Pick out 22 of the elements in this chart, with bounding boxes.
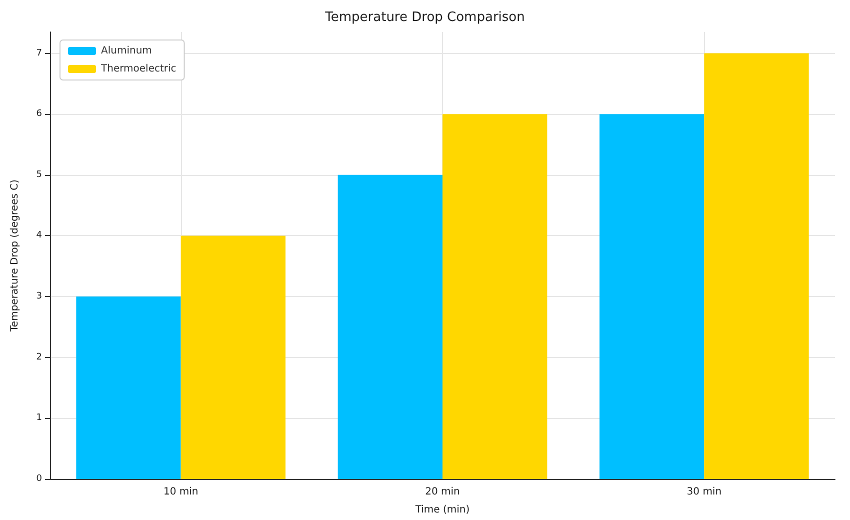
y-tick-label: 3 — [36, 292, 42, 302]
bar — [442, 114, 548, 479]
x-tick-label: 10 min — [163, 486, 198, 498]
y-tick-label: 4 — [36, 230, 42, 241]
y-tick-label: 5 — [36, 170, 42, 180]
bar — [338, 174, 442, 479]
legend-label: Thermoelectric — [100, 64, 176, 74]
x-tick-label: 30 min — [686, 486, 722, 498]
bar — [600, 114, 704, 479]
y-tick-label: 0 — [36, 474, 42, 484]
x-axis-title: Time (min) — [414, 504, 470, 516]
bar — [76, 296, 181, 479]
bar — [180, 236, 286, 479]
y-tick-label: 6 — [36, 109, 42, 120]
y-tick-label: 2 — [36, 352, 42, 362]
y-tick-label: 7 — [36, 48, 42, 58]
legend-label: Aluminum — [101, 46, 152, 56]
y-axis-title: Temperature Drop (degrees C) — [10, 179, 20, 332]
y-tick-label: 1 — [36, 413, 42, 424]
chart-title: Temperature Drop Comparison — [324, 10, 525, 25]
bar — [704, 53, 809, 479]
x-tick-label: 20 min — [425, 486, 460, 498]
